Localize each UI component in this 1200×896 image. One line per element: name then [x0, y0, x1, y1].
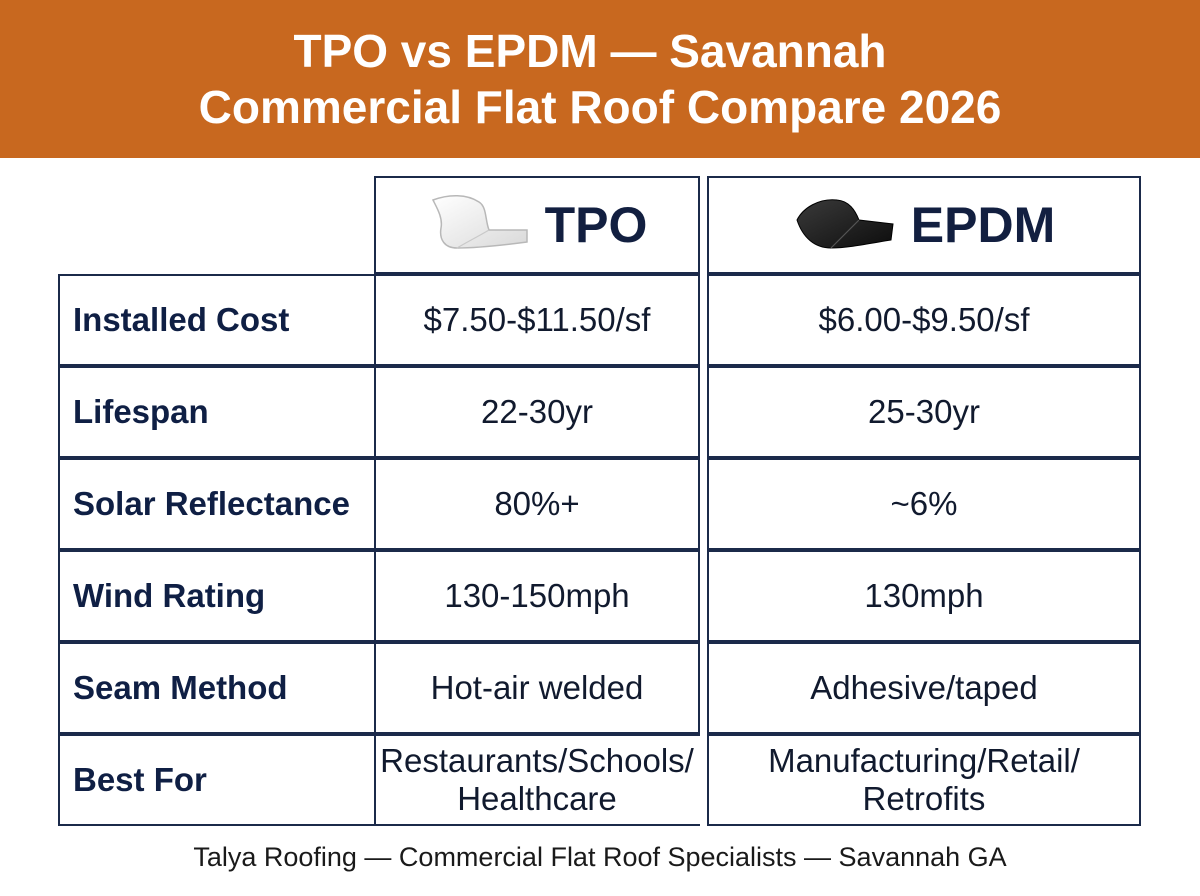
white-membrane-swatch-icon: [431, 195, 528, 249]
row-label: Wind Rating: [58, 550, 376, 642]
tpo-label: TPO: [544, 197, 648, 253]
tpo-value: Restaurants/Schools/ Healthcare: [374, 734, 700, 826]
epdm-column-header: EPDM: [707, 176, 1141, 274]
epdm-value: Adhesive/taped: [707, 642, 1141, 734]
tpo-value: 80%+: [374, 458, 700, 550]
epdm-value: $6.00-$9.50/sf: [707, 274, 1141, 366]
row-label: Solar Reflectance: [58, 458, 376, 550]
epdm-value: ~6%: [707, 458, 1141, 550]
title-line-1: TPO vs EPDM — Savannah: [293, 25, 887, 77]
footer-credit: Talya Roofing — Commercial Flat Roof Spe…: [193, 842, 1007, 872]
epdm-value: Manufacturing/Retail/ Retrofits: [707, 734, 1141, 826]
row-label: Seam Method: [58, 642, 376, 734]
epdm-value: 130mph: [707, 550, 1141, 642]
title-line-2: Commercial Flat Roof Compare 2026: [198, 81, 1002, 133]
black-membrane-swatch-icon: [796, 199, 894, 249]
tpo-value: 22-30yr: [374, 366, 700, 458]
tpo-value: $7.50-$11.50/sf: [374, 274, 700, 366]
tpo-value: Hot-air welded: [374, 642, 700, 734]
title-banner: TPO vs EPDM — Savannah Commercial Flat R…: [0, 0, 1200, 158]
tpo-column-header: TPO: [374, 176, 700, 274]
epdm-value: 25-30yr: [707, 366, 1141, 458]
epdm-label: EPDM: [910, 197, 1056, 253]
row-label: Installed Cost: [58, 274, 376, 366]
tpo-value: 130-150mph: [374, 550, 700, 642]
row-label: Best For: [58, 734, 376, 826]
row-label: Lifespan: [58, 366, 376, 458]
